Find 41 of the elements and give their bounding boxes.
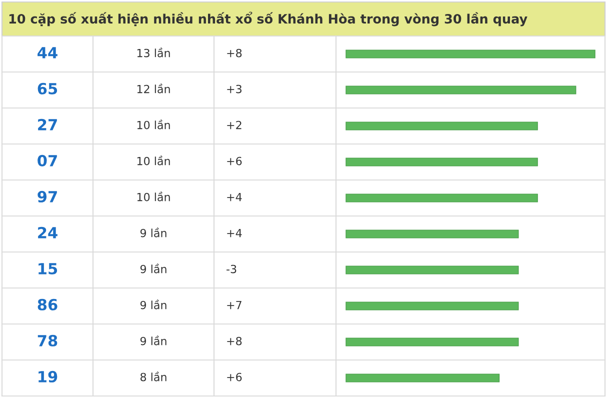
data-label: 9 lần [140, 264, 166, 274]
data-label: 10 lần [137, 192, 170, 202]
bar [346, 158, 538, 166]
data-label: 10 lần [137, 120, 170, 130]
y-tick-label: 15 [38, 263, 58, 274]
chart-title: 10 cặp số xuất hiện nhiều nhất xổ số Khánh Hòa trong vòng 30 lần quay [9, 12, 528, 26]
bar [346, 338, 519, 346]
bar [346, 230, 519, 238]
data-label: 9 lần [140, 336, 166, 346]
y-tick-label: 27 [38, 118, 57, 130]
text: +4 [227, 228, 242, 238]
text: +8 [227, 336, 242, 346]
y-tick-label: 44 [38, 47, 58, 58]
text: +3 [227, 84, 242, 94]
data-label: 12 lần [137, 84, 170, 94]
bar [346, 302, 519, 310]
data-label: 8 lần [140, 372, 166, 382]
y-tick-label: 07 [38, 154, 57, 166]
text: +7 [227, 300, 242, 310]
text: +6 [227, 156, 242, 166]
bar [346, 194, 538, 202]
bar [346, 122, 538, 130]
bar [346, 50, 596, 58]
y-tick-label: 19 [38, 370, 58, 382]
text: -3 [226, 264, 236, 274]
data-label: 9 lần [140, 300, 166, 310]
data-label: 9 lần [140, 228, 166, 238]
text: +8 [227, 48, 242, 58]
bar [346, 86, 576, 94]
data-label: 13 lần [137, 48, 170, 58]
text: +4 [227, 192, 242, 202]
bar [346, 266, 519, 274]
y-tick-label: 24 [38, 226, 58, 238]
bar [346, 374, 500, 382]
text: +6 [227, 372, 242, 382]
y-tick-label: 86 [38, 298, 58, 310]
y-tick-label: 78 [38, 334, 58, 346]
text: +2 [227, 120, 242, 130]
data-label: 10 lần [137, 156, 170, 166]
y-tick-label: 97 [38, 190, 57, 202]
y-tick-label: 65 [38, 82, 58, 94]
